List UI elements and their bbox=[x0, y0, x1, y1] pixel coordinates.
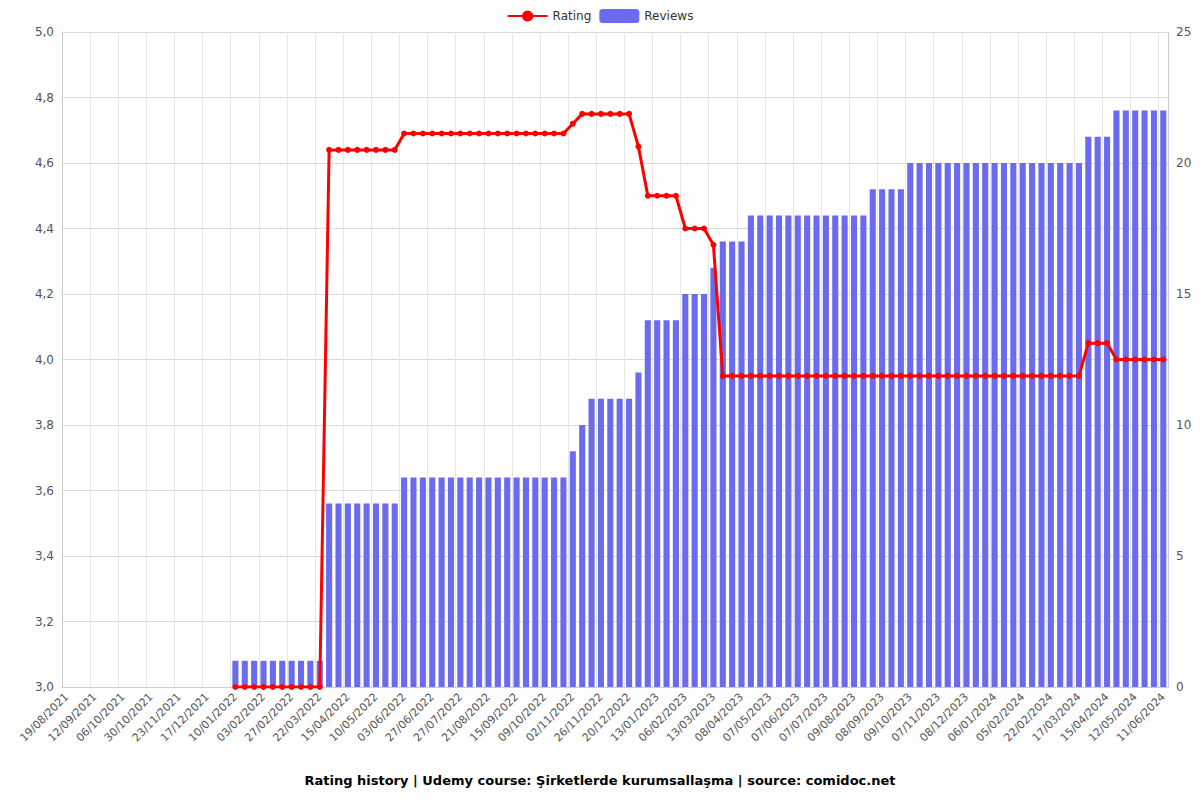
svg-text:19/08/2021: 19/08/2021 bbox=[17, 690, 72, 745]
svg-text:10: 10 bbox=[1176, 418, 1191, 432]
svg-text:5,0: 5,0 bbox=[35, 25, 54, 39]
svg-text:27/06/2022: 27/06/2022 bbox=[382, 690, 437, 745]
svg-text:20/12/2022: 20/12/2022 bbox=[579, 690, 634, 745]
svg-text:3,4: 3,4 bbox=[35, 549, 54, 563]
svg-text:22/03/2022: 22/03/2022 bbox=[270, 690, 325, 745]
svg-text:3,8: 3,8 bbox=[35, 418, 54, 432]
svg-text:Rating history | Udemy course:: Rating history | Udemy course: Şirketler… bbox=[304, 773, 895, 788]
svg-text:5: 5 bbox=[1176, 549, 1184, 563]
svg-text:25: 25 bbox=[1176, 25, 1191, 39]
svg-text:15/04/2022: 15/04/2022 bbox=[298, 690, 353, 745]
svg-text:4,0: 4,0 bbox=[35, 353, 54, 367]
svg-text:08/12/2023: 08/12/2023 bbox=[917, 690, 972, 745]
svg-text:17/03/2024: 17/03/2024 bbox=[1029, 690, 1084, 745]
svg-text:07/07/2023: 07/07/2023 bbox=[776, 690, 831, 745]
svg-text:4,8: 4,8 bbox=[35, 91, 54, 105]
svg-text:27/07/2022: 27/07/2022 bbox=[411, 690, 465, 745]
svg-text:07/05/2023: 07/05/2023 bbox=[720, 690, 775, 745]
svg-text:17/12/2021: 17/12/2021 bbox=[157, 690, 212, 745]
svg-text:0: 0 bbox=[1176, 680, 1184, 694]
svg-text:13/01/2023: 13/01/2023 bbox=[607, 690, 662, 745]
svg-text:06/01/2024: 06/01/2024 bbox=[945, 690, 1000, 745]
svg-text:03/06/2022: 03/06/2022 bbox=[354, 690, 409, 745]
svg-text:02/11/2022: 02/11/2022 bbox=[523, 690, 578, 745]
svg-text:4,2: 4,2 bbox=[35, 287, 54, 301]
svg-text:4,6: 4,6 bbox=[35, 156, 54, 170]
svg-text:15/04/2024: 15/04/2024 bbox=[1057, 690, 1112, 745]
svg-text:07/06/2023: 07/06/2023 bbox=[748, 690, 803, 745]
svg-text:21/08/2022: 21/08/2022 bbox=[439, 690, 494, 745]
svg-text:15/09/2022: 15/09/2022 bbox=[467, 690, 522, 745]
svg-text:09/10/2023: 09/10/2023 bbox=[860, 690, 915, 745]
svg-text:10/05/2022: 10/05/2022 bbox=[326, 690, 381, 745]
svg-text:09/10/2022: 09/10/2022 bbox=[495, 690, 550, 745]
svg-text:3,6: 3,6 bbox=[35, 484, 54, 498]
svg-text:06/02/2023: 06/02/2023 bbox=[635, 690, 690, 745]
svg-text:10/01/2022: 10/01/2022 bbox=[186, 690, 240, 745]
svg-text:3,2: 3,2 bbox=[35, 615, 54, 629]
svg-text:05/02/2024: 05/02/2024 bbox=[973, 690, 1028, 745]
svg-text:07/11/2023: 07/11/2023 bbox=[889, 690, 943, 745]
svg-text:08/04/2023: 08/04/2023 bbox=[692, 690, 747, 745]
svg-text:30/10/2021: 30/10/2021 bbox=[101, 690, 156, 745]
svg-text:20: 20 bbox=[1176, 156, 1191, 170]
svg-text:12/09/2021: 12/09/2021 bbox=[45, 690, 100, 745]
svg-text:12/05/2024: 12/05/2024 bbox=[1085, 690, 1140, 745]
svg-text:23/11/2021: 23/11/2021 bbox=[129, 690, 184, 745]
svg-text:13/03/2023: 13/03/2023 bbox=[664, 690, 718, 745]
svg-text:06/10/2021: 06/10/2021 bbox=[73, 690, 128, 745]
svg-text:4,4: 4,4 bbox=[35, 222, 54, 236]
svg-text:03/02/2022: 03/02/2022 bbox=[214, 690, 269, 745]
svg-text:27/02/2022: 27/02/2022 bbox=[242, 690, 297, 745]
svg-text:22/02/2024: 22/02/2024 bbox=[1001, 690, 1056, 745]
svg-text:26/11/2022: 26/11/2022 bbox=[551, 690, 606, 745]
svg-text:3,0: 3,0 bbox=[35, 680, 54, 694]
svg-text:09/08/2023: 09/08/2023 bbox=[804, 690, 859, 745]
svg-text:08/09/2023: 08/09/2023 bbox=[832, 690, 887, 745]
svg-text:Reviews: Reviews bbox=[644, 9, 693, 23]
svg-text:11/06/2024: 11/06/2024 bbox=[1114, 690, 1168, 744]
svg-text:Rating: Rating bbox=[553, 9, 592, 23]
svg-text:15: 15 bbox=[1176, 287, 1191, 301]
